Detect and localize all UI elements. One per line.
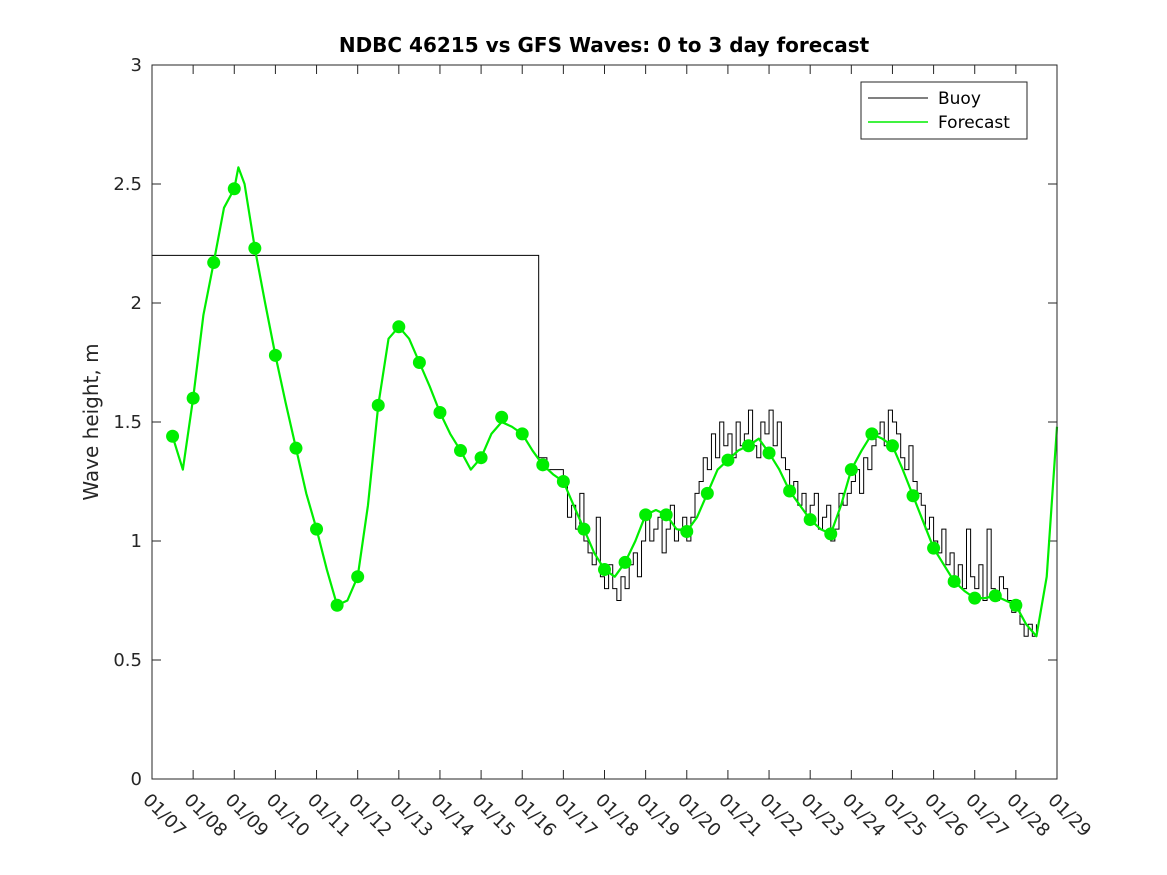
y-tick-label: 0.5 xyxy=(113,650,142,671)
forecast-marker-21 xyxy=(598,563,611,577)
forecast-marker-33 xyxy=(844,463,858,477)
series-layer xyxy=(152,166,1059,638)
forecast-marker-14 xyxy=(454,444,468,458)
forecast-marker-41 xyxy=(1009,598,1023,612)
forecast-marker-8 xyxy=(330,598,344,612)
legend: Buoy Forecast xyxy=(860,81,1028,140)
forecast-marker-32 xyxy=(824,527,838,541)
forecast-marker-20 xyxy=(577,522,591,536)
y-tick-label: 0 xyxy=(131,769,142,790)
forecast-marker-6 xyxy=(289,441,303,455)
forecast-marker-11 xyxy=(392,320,406,334)
legend-label-buoy: Buoy xyxy=(938,89,981,109)
forecast-marker-34 xyxy=(865,427,879,441)
y-axis-label: Wave height, m xyxy=(79,343,103,500)
forecast-marker-29 xyxy=(762,446,776,460)
forecast-marker-3 xyxy=(227,182,241,196)
y-tick-label: 1 xyxy=(131,531,142,552)
forecast-marker-37 xyxy=(927,541,941,555)
forecast-marker-36 xyxy=(906,489,920,503)
forecast-marker-4 xyxy=(248,241,262,255)
forecast-marker-1 xyxy=(186,391,200,405)
forecast-marker-19 xyxy=(556,475,570,488)
forecast-marker-27 xyxy=(721,453,735,467)
forecast-marker-12 xyxy=(412,356,426,369)
forecast-marker-35 xyxy=(885,439,899,453)
forecast-marker-31 xyxy=(803,513,817,527)
forecast-marker-13 xyxy=(433,405,447,419)
forecast-marker-10 xyxy=(371,398,385,412)
forecast-marker-22 xyxy=(618,555,632,569)
y-tick-label: 2.5 xyxy=(113,174,142,195)
forecast-marker-23 xyxy=(639,508,653,522)
forecast-marker-15 xyxy=(474,451,488,465)
chart-title: NDBC 46215 vs GFS Waves: 0 to 3 day fore… xyxy=(339,33,870,57)
forecast-marker-0 xyxy=(166,429,180,443)
legend-label-forecast: Forecast xyxy=(938,113,1010,133)
y-tick-label: 3 xyxy=(131,55,142,76)
forecast-marker-7 xyxy=(310,522,324,536)
plot-border xyxy=(151,64,1058,780)
forecast-marker-5 xyxy=(268,348,282,362)
forecast-marker-26 xyxy=(700,486,714,500)
forecast-marker-18 xyxy=(536,458,550,472)
forecast-marker-40 xyxy=(988,589,1002,603)
y-tick-label: 1.5 xyxy=(113,412,142,433)
forecast-marker-2 xyxy=(207,256,221,270)
forecast-marker-25 xyxy=(680,524,694,538)
y-tick-label: 2 xyxy=(131,293,142,314)
forecast-marker-28 xyxy=(741,439,755,453)
forecast-marker-30 xyxy=(783,484,797,498)
forecast-marker-39 xyxy=(968,591,982,605)
plot-area xyxy=(152,65,1057,779)
forecast-marker-16 xyxy=(495,410,509,424)
forecast-marker-9 xyxy=(351,570,365,584)
legend-box xyxy=(860,81,1028,140)
forecast-marker-24 xyxy=(659,508,673,522)
forecast-marker-38 xyxy=(947,574,961,588)
forecast-marker-17 xyxy=(515,427,529,441)
